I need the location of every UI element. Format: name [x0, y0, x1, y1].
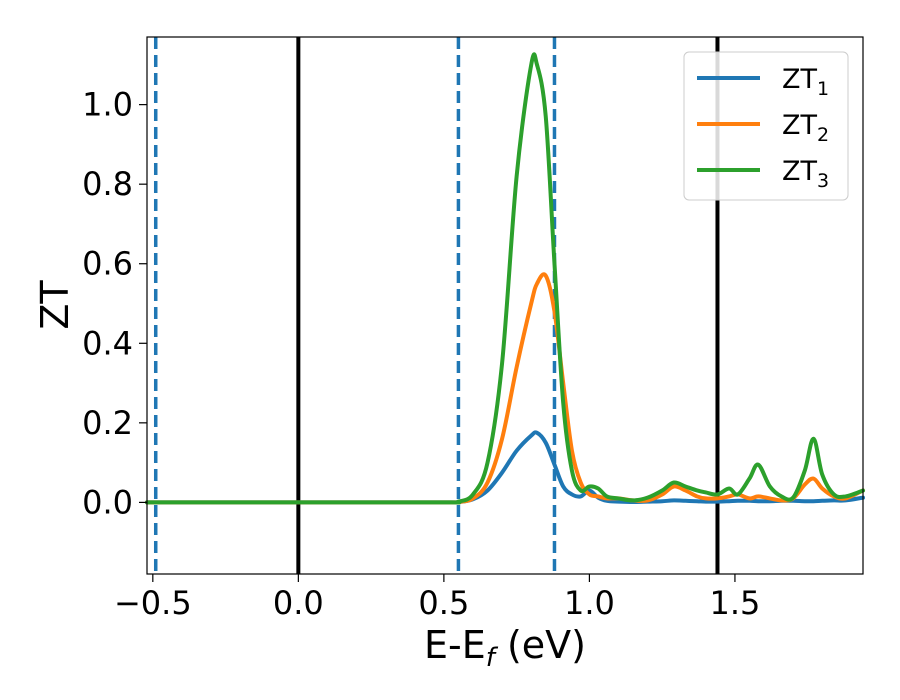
y-tick-label: 0.6 — [82, 245, 133, 283]
y-axis-label: ZT — [33, 280, 77, 330]
y-tick-label: 1.0 — [82, 86, 133, 124]
x-tick-label: 0.0 — [273, 584, 324, 622]
x-tick-label: 0.5 — [418, 584, 469, 622]
y-axis-ticks: 0.0 0.2 0.4 0.6 0.8 1.0 — [82, 86, 147, 521]
plot-frame — [146, 36, 864, 575]
legend-label-zt3: ZT3 — [782, 156, 829, 192]
x-tick-label: 1.5 — [709, 584, 760, 622]
x-tick-label: −0.5 — [114, 584, 192, 622]
y-tick-label: 0.8 — [82, 165, 133, 203]
y-tick-label: 0.0 — [82, 483, 133, 521]
x-tick-label: 1.0 — [564, 584, 615, 622]
y-tick-label: 0.4 — [82, 324, 133, 362]
series-line-zt3 — [145, 52, 865, 505]
legend-box — [683, 51, 849, 201]
y-tick-label: 0.2 — [82, 404, 133, 442]
legend-label-zt2: ZT2 — [782, 110, 829, 146]
series-group — [145, 52, 865, 505]
legend: ZT1 ZT2 ZT3 — [683, 51, 849, 201]
x-axis-label-unit: (eV) — [495, 623, 586, 667]
x-axis-label: E-Ef (eV) — [424, 623, 586, 673]
x-axis-ticks: −0.5 0.0 0.5 1.0 1.5 — [114, 574, 760, 622]
legend-label-zt1: ZT1 — [782, 64, 829, 100]
